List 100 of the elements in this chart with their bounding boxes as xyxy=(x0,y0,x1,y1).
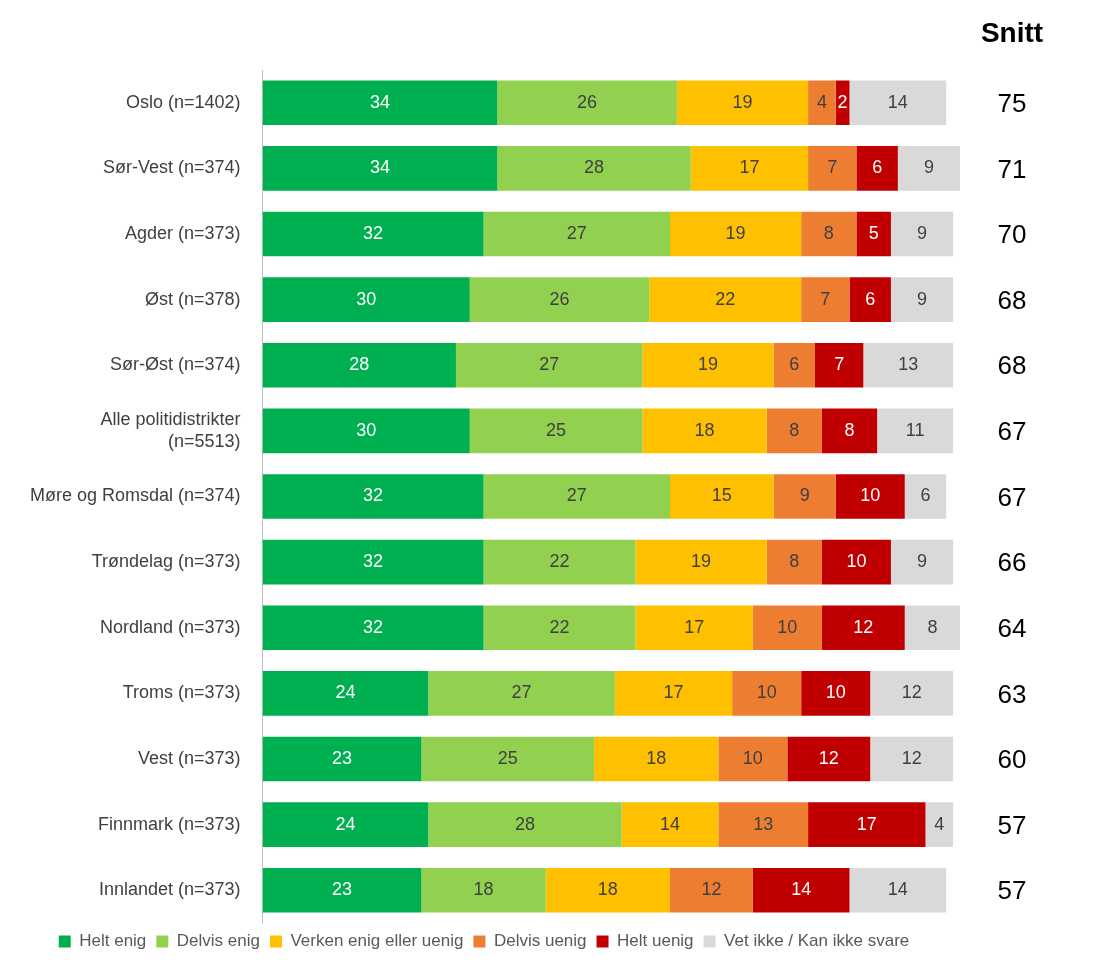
data-label: 25 xyxy=(546,419,567,440)
bar xyxy=(814,342,864,388)
data-label: 10 xyxy=(742,747,763,768)
text: 67 xyxy=(997,481,1027,512)
data-label: 10 xyxy=(825,682,846,703)
legend-label: Delvis enig xyxy=(176,931,260,951)
data-label: 12 xyxy=(901,682,922,703)
bar xyxy=(856,146,898,191)
data-label: 19 xyxy=(697,354,718,375)
bar xyxy=(621,802,719,847)
data-label: 27 xyxy=(539,354,560,375)
bar xyxy=(897,146,960,191)
data-label: 23 xyxy=(331,747,353,768)
data-label: 26 xyxy=(577,91,598,112)
text: 70 xyxy=(997,219,1027,250)
bar xyxy=(594,736,719,782)
y-tick-label: Alle politidistrikter (n=5513) xyxy=(100,409,241,451)
bar xyxy=(808,80,836,126)
bar xyxy=(890,539,954,585)
data-label: 4 xyxy=(816,91,827,112)
bar xyxy=(262,80,498,126)
data-label: 8 xyxy=(844,419,855,440)
data-label: 27 xyxy=(566,223,587,244)
bar xyxy=(808,802,926,847)
bar xyxy=(483,605,636,651)
y-tick-label: Oslo (n=1402) xyxy=(126,91,241,112)
bar xyxy=(428,671,615,716)
data-label: 15 xyxy=(711,485,732,506)
bar xyxy=(752,867,850,913)
y-tick-label: Møre og Romsdal (n=374) xyxy=(29,485,241,506)
bar xyxy=(676,80,809,126)
bar xyxy=(469,408,643,454)
bar xyxy=(787,736,871,782)
bar xyxy=(669,867,753,913)
bar xyxy=(469,277,650,322)
bar xyxy=(262,867,422,913)
y-tick-label: Øst (n=378) xyxy=(145,288,241,309)
bar xyxy=(635,605,753,651)
bar xyxy=(483,474,670,519)
bar xyxy=(863,342,954,388)
bar xyxy=(808,146,857,191)
bar xyxy=(262,605,484,651)
bar xyxy=(821,539,891,585)
data-label: 6 xyxy=(865,288,876,309)
legend-label: Delvis uenig xyxy=(493,931,587,951)
data-label: 18 xyxy=(694,419,715,440)
bar xyxy=(835,80,850,126)
data-label: 23 xyxy=(331,879,353,900)
bar xyxy=(635,539,767,585)
bar xyxy=(649,277,802,322)
data-label: 7 xyxy=(820,288,831,309)
bar xyxy=(262,671,429,716)
data-label: 8 xyxy=(789,419,800,440)
data-label: 28 xyxy=(514,813,535,834)
bar xyxy=(669,474,774,519)
bar xyxy=(262,277,470,322)
bar xyxy=(262,211,484,257)
data-label: 7 xyxy=(827,157,838,178)
bar xyxy=(766,539,822,585)
text: 57 xyxy=(997,875,1027,906)
text: 66 xyxy=(997,547,1027,578)
bar xyxy=(801,211,857,257)
data-label: 6 xyxy=(789,354,800,375)
data-label: 9 xyxy=(917,551,928,572)
data-label: 28 xyxy=(349,354,370,375)
data-label: 32 xyxy=(363,223,384,244)
text: 68 xyxy=(997,284,1027,315)
legend-label: Helt enig xyxy=(79,931,147,951)
data-label: 17 xyxy=(663,682,684,703)
bar xyxy=(904,605,960,651)
data-label: 18 xyxy=(646,747,667,768)
bar xyxy=(904,474,947,519)
data-label: 34 xyxy=(369,157,390,178)
data-label: 32 xyxy=(363,616,384,637)
bar xyxy=(262,408,470,454)
data-label: 12 xyxy=(853,616,874,637)
text: 64 xyxy=(997,612,1027,643)
data-label: 22 xyxy=(549,616,570,637)
bar xyxy=(801,277,850,322)
data-label: 10 xyxy=(860,485,881,506)
data-label: 11 xyxy=(905,419,925,440)
legend-label: Helt uenig xyxy=(617,931,694,951)
data-label: 32 xyxy=(363,485,384,506)
data-label: 14 xyxy=(887,91,908,112)
y-tick-label: Trøndelag (n=373) xyxy=(91,551,241,572)
bar xyxy=(821,605,905,651)
data-label: 14 xyxy=(887,879,908,900)
bar xyxy=(545,867,670,913)
bar xyxy=(890,211,954,257)
bar xyxy=(262,342,456,388)
data-label: 22 xyxy=(549,551,570,572)
data-label: 25 xyxy=(497,747,518,768)
data-label: 10 xyxy=(756,682,777,703)
data-label: 14 xyxy=(791,879,812,900)
data-label: 10 xyxy=(846,551,867,572)
data-label: 12 xyxy=(701,879,722,900)
bar xyxy=(752,605,822,651)
bar xyxy=(428,802,622,847)
bar xyxy=(773,342,815,388)
data-label: 2 xyxy=(837,91,848,112)
